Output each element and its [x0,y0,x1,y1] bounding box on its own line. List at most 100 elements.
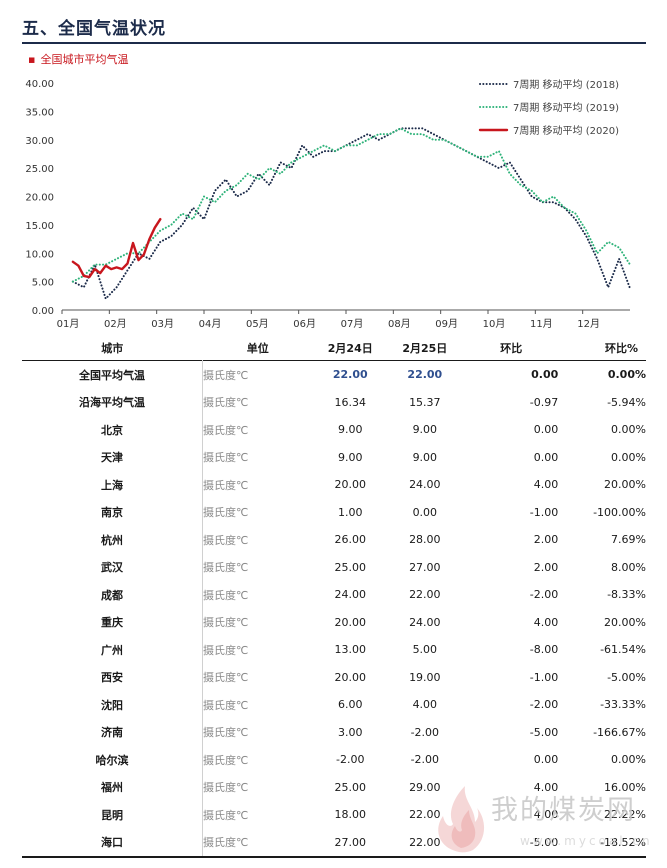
y-axis: 0.00 5.00 10.00 15.00 20.00 25.00 30.00 35.00 40… [25,79,54,317]
change-value: -1.00 [529,505,559,519]
date1-value: 24.00 [334,588,367,602]
legend-label-1: 7周期 移动平均 (2019) [513,101,619,114]
unit-cell: 摄氏度℃ [202,636,313,664]
change-value: 4.00 [533,478,559,492]
city-cell: 沈阳 [101,698,123,712]
header-change-pct: 环比% [604,341,638,355]
change-value: 2.00 [533,533,559,547]
date2-value: 22.00 [409,588,441,602]
city-cell: 重庆 [101,616,123,630]
date2-value: 29.00 [409,780,441,794]
unit-cell: 摄氏度℃ [202,746,313,774]
date1-value: 25.00 [334,560,367,574]
change-value: -2.00 [529,698,559,712]
date1-value: -2.00 [336,753,365,767]
table-row: 广州 摄氏度℃ 13.00 5.00 -8.00 -61.54% [22,636,646,664]
city-cell: 杭州 [101,533,123,547]
change-value: 2.00 [533,560,559,574]
change-value: -0.97 [529,395,559,409]
x-axis: 01月 02月 03月 04月 05月 06月 07月 08月 09月 10月 11月 12月 [57,309,630,330]
unit-cell: 摄氏度℃ [202,498,313,526]
change-pct-value: -5.94% [607,395,646,409]
change-pct-value: 20.00% [604,478,646,492]
date1-value: 16.34 [334,395,367,409]
x-tick-label: 03月 [151,318,174,330]
y-tick-label: 15.00 [25,221,54,232]
y-tick-label: 25.00 [25,164,54,175]
table-row: 重庆 摄氏度℃ 20.00 24.00 4.00 20.00% [22,608,646,636]
change-pct-value: -5.00% [607,670,646,684]
table-row: 济南 摄氏度℃ 3.00 -2.00 -5.00 -166.67% [22,718,646,746]
date1-value: 6.00 [338,698,363,712]
city-cell: 哈尔滨 [95,753,129,767]
watermark-url: www.mycoal.cn [520,834,653,848]
date2-value: 22.00 [409,835,441,849]
change-value: -8.00 [529,643,559,657]
unit-cell: 摄氏度℃ [202,663,313,691]
x-tick-label: 10月 [483,318,506,330]
date2-value: 22.00 [407,368,443,382]
table-row: 天津 摄氏度℃ 9.00 9.00 0.00 0.00% [22,443,646,471]
date1-value: 25.00 [334,780,367,794]
table-row: 成都 摄氏度℃ 24.00 22.00 -2.00 -8.33% [22,581,646,609]
change-value: 4.00 [533,808,559,822]
table-row: 上海 摄氏度℃ 20.00 24.00 4.00 20.00% [22,471,646,499]
date1-value: 26.00 [334,533,367,547]
change-pct-value: -33.33% [600,698,646,712]
x-tick-label: 11月 [530,318,553,330]
unit-cell: 摄氏度℃ [202,581,313,609]
y-tick-label: 0.00 [32,306,54,317]
change-value: -1.00 [529,670,559,684]
date1-value: 20.00 [334,615,367,629]
change-value: 0.00 [533,450,559,464]
table-row: 海口 摄氏度℃ 27.00 22.00 -5.00 -18.52% [22,828,646,857]
unit-cell: 摄氏度℃ [202,608,313,636]
change-pct-value: -18.52% [600,835,646,849]
date1-value: 20.00 [334,478,367,492]
watermark: 我的煤炭网 www.mycoal.cn [425,778,660,858]
change-value: -2.00 [529,588,559,602]
unit-cell: 摄氏度℃ [202,471,313,499]
table-row: 西安 摄氏度℃ 20.00 19.00 -1.00 -5.00% [22,663,646,691]
date1-value: 13.00 [334,643,367,657]
change-pct-value: 0.00% [611,450,646,464]
x-tick-label: 09月 [435,318,458,330]
table-row: 沈阳 摄氏度℃ 6.00 4.00 -2.00 -33.33% [22,691,646,719]
unit-cell: 摄氏度℃ [202,773,313,801]
date1-value: 27.00 [334,835,367,849]
title-divider [22,42,646,44]
table-body: 全国平均气温 摄氏度℃ 22.00 22.00 0.00 0.00% 沿海平均气温 摄氏度℃ 1… [22,360,646,857]
table-row: 全国平均气温 摄氏度℃ 22.00 22.00 0.00 0.00% [22,360,646,389]
city-cell: 武汉 [101,561,123,575]
header-date-2: 2月25日 [402,341,448,355]
x-tick-label: 02月 [104,318,127,330]
unit-cell: 摄氏度℃ [202,718,313,746]
table-header-row: 城市 单位 2月24日 2月25日 环比 环比% [22,335,646,361]
unit-cell: 摄氏度℃ [202,553,313,581]
subtitle-text: 全国城市平均气温 [40,53,129,66]
change-pct-value: 0.00% [607,368,646,382]
header-date-1: 2月24日 [327,341,373,355]
y-tick-label: 10.00 [25,249,54,260]
city-cell: 成都 [101,588,123,602]
change-value: 4.00 [533,615,559,629]
date2-value: 24.00 [409,478,441,492]
header-city: 城市 [101,341,124,355]
x-tick-label: 06月 [293,318,316,330]
header-unit: 单位 [246,341,269,355]
date2-value: 24.00 [409,615,441,629]
x-tick-label: 01月 [57,318,80,330]
city-cell: 北京 [101,423,123,437]
chart-legend: 7周期 移动平均 (2018) 7周期 移动平均 (2019) 7周期 移动平均 (… [478,78,619,137]
unit-cell: 摄氏度℃ [202,828,313,857]
series-line-0 [71,127,631,300]
date2-value: 22.00 [409,808,441,822]
change-pct-value: 22.22% [604,808,646,822]
x-tick-label: 04月 [199,318,222,330]
table-row: 南京 摄氏度℃ 1.00 0.00 -1.00 -100.00% [22,498,646,526]
change-value: 0.00 [531,368,559,382]
change-pct-value: -8.33% [607,588,646,602]
date1-value: 22.00 [332,368,368,382]
table-row: 武汉 摄氏度℃ 25.00 27.00 2.00 8.00% [22,553,646,581]
date1-value: 20.00 [334,670,367,684]
